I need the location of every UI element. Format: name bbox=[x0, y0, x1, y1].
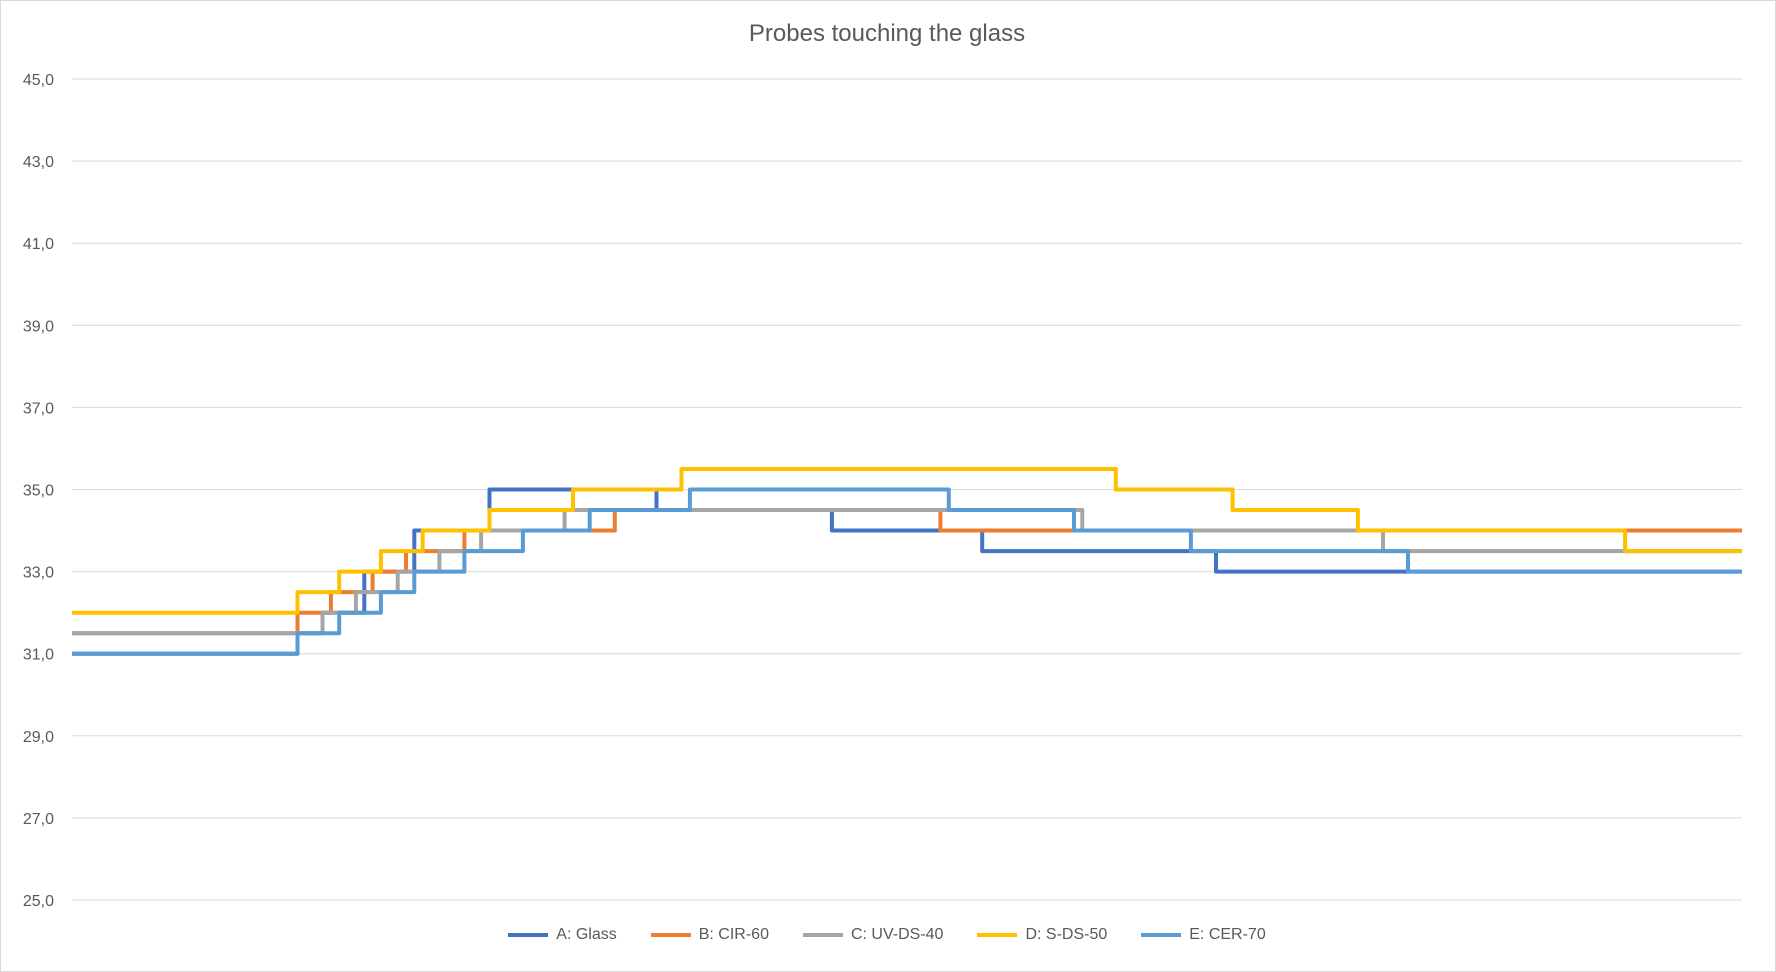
legend-swatch bbox=[977, 933, 1018, 937]
y-tick-label: 43,0 bbox=[23, 154, 54, 171]
legend-swatch bbox=[650, 933, 691, 937]
y-tick-label: 37,0 bbox=[23, 400, 54, 417]
legend-label: E: CER-70 bbox=[1189, 926, 1266, 943]
legend-item: B: CIR-60 bbox=[650, 926, 769, 944]
series-line-5 bbox=[72, 487, 1742, 656]
legend: A: Glass B: CIR-60 C: UV-DS-40 D: S-DS-50 E:… bbox=[0, 926, 1774, 944]
y-tick-label: 41,0 bbox=[23, 236, 54, 253]
legend-item: A: Glass bbox=[508, 926, 617, 944]
legend-item: C: UV-DS-40 bbox=[802, 926, 944, 944]
y-tick-label: 45,0 bbox=[23, 72, 54, 89]
legend-swatch bbox=[508, 933, 549, 937]
y-tick-label: 33,0 bbox=[23, 565, 54, 582]
y-tick-label: 29,0 bbox=[23, 729, 54, 746]
series-line-4 bbox=[72, 467, 1742, 615]
legend-label: D: S-DS-50 bbox=[1025, 926, 1108, 943]
legend-swatch bbox=[1141, 933, 1182, 937]
legend-item: E: CER-70 bbox=[1141, 926, 1266, 944]
legend-item: D: S-DS-50 bbox=[977, 926, 1107, 944]
legend-label: C: UV-DS-40 bbox=[850, 926, 944, 943]
chart-title: Probes touching the glass bbox=[748, 20, 1026, 47]
y-tick-label: 31,0 bbox=[23, 647, 54, 664]
y-tick-label: 25,0 bbox=[23, 893, 54, 910]
y-tick-label: 35,0 bbox=[23, 483, 54, 500]
y-tick-label: 27,0 bbox=[23, 811, 54, 828]
legend-label: B: CIR-60 bbox=[698, 926, 769, 943]
y-tick-label: 39,0 bbox=[23, 318, 54, 335]
legend-label: A: Glass bbox=[556, 926, 617, 943]
legend-swatch bbox=[802, 933, 843, 937]
